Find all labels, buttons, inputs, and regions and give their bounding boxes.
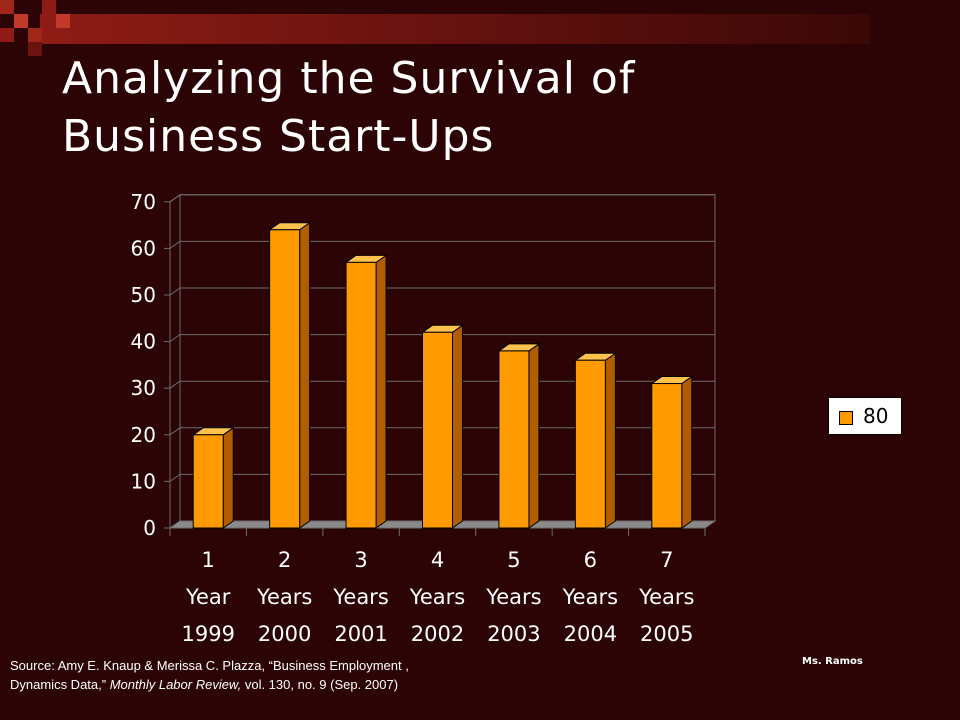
gridline-4 — [169, 334, 715, 343]
corner-square-4 — [28, 28, 42, 42]
x-category-label-6-line-1: Years — [638, 585, 694, 609]
bar-side-6 — [681, 375, 693, 529]
y-tick-label-5: 50 — [131, 283, 156, 307]
chart-legend: 80 — [828, 397, 902, 435]
source-line-1: Source: Amy E. Knaup & Merissa C. Plazza… — [10, 658, 409, 673]
bar-4 — [498, 350, 530, 529]
author-label: Ms. Ramos — [802, 656, 863, 667]
corner-square-1 — [0, 0, 14, 14]
slide-title-line-1: Analyzing the Survival of — [62, 53, 636, 104]
bar-3 — [422, 331, 453, 529]
gridline-5 — [169, 287, 715, 296]
x-category-label-5-line-0: 6 — [584, 548, 597, 572]
bar-6 — [651, 383, 683, 529]
y-tick-label-3: 30 — [131, 376, 156, 400]
x-category-label-3-line-0: 4 — [431, 548, 444, 572]
source-line-2: Dynamics Data,” Monthly Labor Review, vo… — [10, 675, 570, 694]
corner-square-7 — [28, 42, 42, 56]
corner-square-6 — [56, 14, 70, 28]
corner-square-2 — [14, 14, 28, 28]
x-category-label-0-line-0: 1 — [202, 548, 215, 572]
x-category-label-5-line-2: 2004 — [564, 622, 617, 646]
gridline-7 — [169, 194, 715, 203]
bar-side-4 — [528, 342, 540, 529]
bar-side-2 — [375, 254, 387, 529]
x-category-label-0-line-2: 1999 — [181, 622, 234, 646]
x-category-label-2-line-2: 2001 — [334, 622, 387, 646]
y-tick-label-2: 20 — [131, 423, 156, 447]
x-category-label-1-line-2: 2000 — [258, 622, 311, 646]
x-category-label-6-line-0: 7 — [660, 548, 673, 572]
y-tick-label-6: 60 — [131, 236, 156, 260]
y-tick-label-7: 70 — [131, 190, 156, 214]
y-tick-label-1: 10 — [131, 469, 156, 493]
x-category-label-3-line-1: Years — [409, 585, 465, 609]
x-category-label-4-line-0: 5 — [507, 548, 520, 572]
x-category-label-1-line-1: Years — [256, 585, 312, 609]
bar-1 — [269, 229, 301, 529]
x-category-label-3-line-2: 2002 — [411, 622, 464, 646]
bar-side-1 — [299, 221, 311, 529]
bar-side-5 — [604, 352, 616, 529]
x-category-label-2-line-1: Years — [332, 585, 388, 609]
x-category-label-2-line-0: 3 — [354, 548, 367, 572]
bar-2 — [345, 261, 377, 529]
corner-square-3 — [0, 28, 14, 42]
source-line-2-plain: Dynamics Data,” — [10, 677, 107, 692]
x-category-label-1-line-0: 2 — [278, 548, 291, 572]
x-category-label-5-line-1: Years — [562, 585, 618, 609]
slide-title: Analyzing the Survival of Business Start… — [62, 50, 782, 166]
x-category-label-4-line-2: 2003 — [487, 622, 540, 646]
y-tick-label-4: 40 — [131, 330, 156, 354]
y-tick-label-0: 0 — [143, 516, 156, 540]
legend-swatch — [839, 411, 853, 425]
bar-5 — [574, 359, 606, 529]
x-category-label-0-line-1: Year — [185, 585, 231, 609]
bar-side-0 — [222, 426, 234, 529]
gridline-6 — [169, 240, 715, 249]
source-journal: Monthly Labor Review, — [109, 677, 242, 692]
x-category-label-6-line-2: 2005 — [640, 622, 693, 646]
corner-square-5 — [42, 0, 56, 14]
slide-title-line-2: Business Start-Ups — [62, 111, 495, 162]
source-line-2-rest: vol. 130, no. 9 (Sep. 2007) — [244, 677, 399, 692]
title-accent-bar — [40, 14, 870, 44]
bar-side-3 — [452, 324, 463, 529]
legend-label: 80 — [863, 404, 889, 428]
bar-0 — [192, 434, 224, 529]
source-citation: Source: Amy E. Knaup & Merissa C. Plazza… — [10, 656, 570, 694]
x-category-label-4-line-1: Years — [485, 585, 541, 609]
